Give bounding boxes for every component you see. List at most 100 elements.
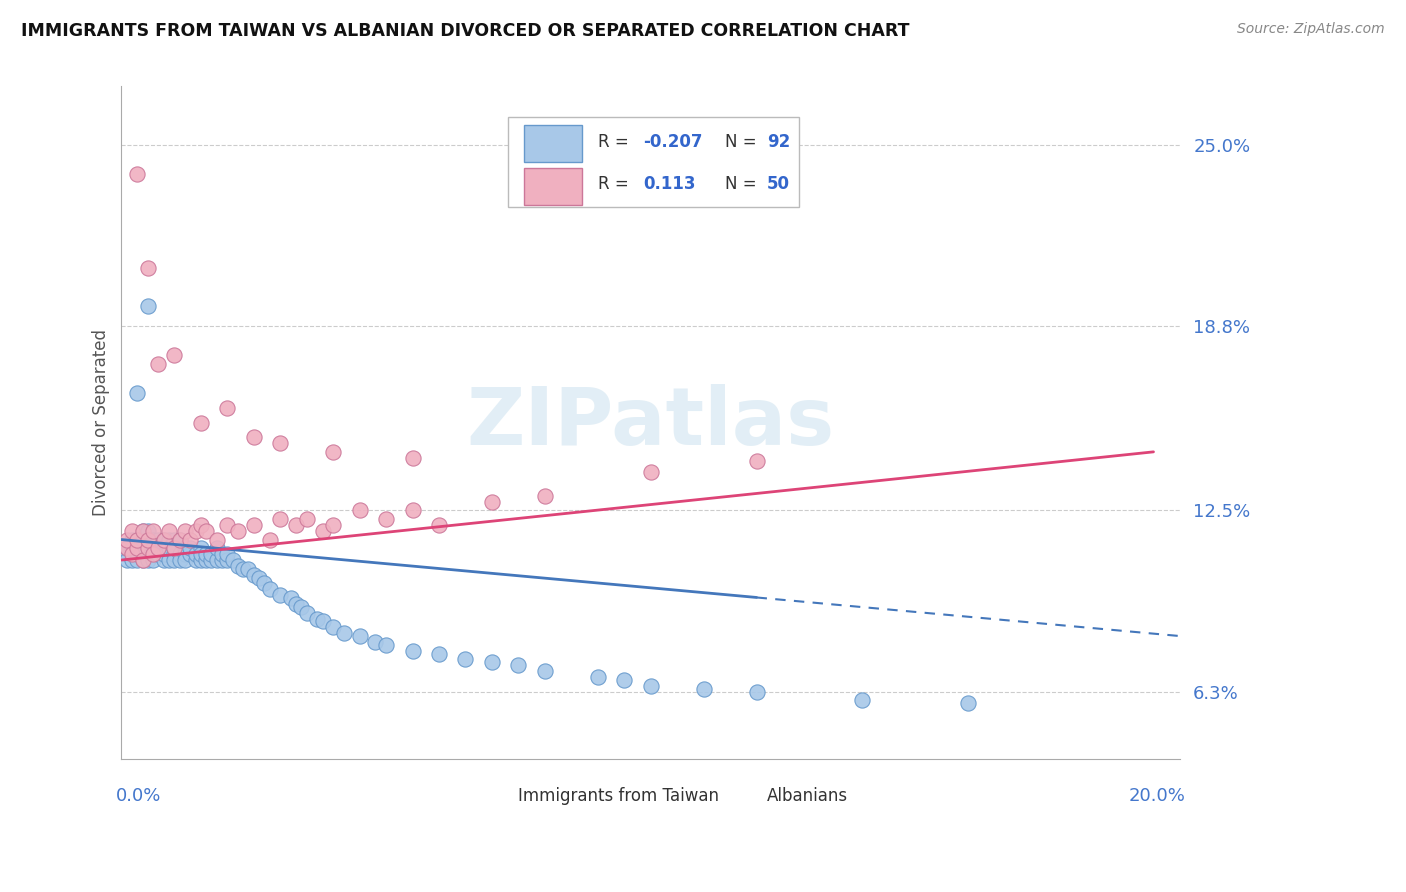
Point <box>136 547 159 561</box>
Point <box>640 679 662 693</box>
Point <box>322 445 344 459</box>
Point <box>242 518 264 533</box>
Point <box>184 524 207 538</box>
Text: R =: R = <box>598 133 634 151</box>
Point <box>217 518 239 533</box>
Point <box>174 547 197 561</box>
Point <box>217 553 239 567</box>
Text: -0.207: -0.207 <box>644 133 703 151</box>
Point <box>454 652 477 666</box>
Point <box>148 357 170 371</box>
Point <box>217 547 239 561</box>
Point <box>121 547 143 561</box>
Point <box>259 582 281 597</box>
Point <box>401 450 423 465</box>
Point <box>131 553 153 567</box>
Point <box>131 524 153 538</box>
Point <box>152 533 174 547</box>
Point <box>295 512 318 526</box>
Point <box>157 553 180 567</box>
Point <box>157 524 180 538</box>
Point <box>152 533 174 547</box>
FancyBboxPatch shape <box>523 168 582 204</box>
FancyBboxPatch shape <box>720 782 762 809</box>
Point <box>211 553 233 567</box>
Point <box>127 167 149 181</box>
Point <box>957 696 980 710</box>
Point <box>205 553 228 567</box>
Point <box>247 571 270 585</box>
Text: Source: ZipAtlas.com: Source: ZipAtlas.com <box>1237 22 1385 37</box>
Point <box>115 533 138 547</box>
Point <box>179 533 201 547</box>
Point <box>195 524 218 538</box>
Point <box>136 541 159 556</box>
Y-axis label: Divorced or Separated: Divorced or Separated <box>93 329 110 516</box>
Point <box>142 524 165 538</box>
Point <box>157 541 180 556</box>
Point <box>200 547 222 561</box>
Point <box>205 541 228 556</box>
Point <box>131 553 153 567</box>
FancyBboxPatch shape <box>523 125 582 161</box>
Point <box>427 647 450 661</box>
Point <box>152 553 174 567</box>
Point <box>745 453 768 467</box>
Point <box>148 541 170 556</box>
Point <box>375 512 398 526</box>
Text: N =: N = <box>725 176 762 194</box>
Point <box>349 503 371 517</box>
Point <box>127 533 149 547</box>
FancyBboxPatch shape <box>471 782 513 809</box>
Point <box>121 524 143 538</box>
Point <box>121 533 143 547</box>
Point <box>226 558 249 573</box>
Point <box>136 299 159 313</box>
Text: IMMIGRANTS FROM TAIWAN VS ALBANIAN DIVORCED OR SEPARATED CORRELATION CHART: IMMIGRANTS FROM TAIWAN VS ALBANIAN DIVOR… <box>21 22 910 40</box>
Point <box>157 533 180 547</box>
Point <box>259 533 281 547</box>
Point <box>253 576 276 591</box>
Point <box>190 547 212 561</box>
Point <box>174 541 197 556</box>
Point <box>613 673 636 687</box>
Point <box>534 489 557 503</box>
Point <box>136 533 159 547</box>
Point <box>242 567 264 582</box>
Point <box>136 524 159 538</box>
Point <box>534 664 557 678</box>
Point <box>142 541 165 556</box>
Point <box>427 518 450 533</box>
Point <box>152 541 174 556</box>
Point <box>195 553 218 567</box>
Point <box>163 541 186 556</box>
Point <box>285 597 308 611</box>
Text: 0.0%: 0.0% <box>117 787 162 805</box>
Point <box>169 547 191 561</box>
Point <box>290 599 312 614</box>
Point <box>285 518 308 533</box>
Point <box>692 681 714 696</box>
Point <box>481 656 503 670</box>
Point <box>148 541 170 556</box>
Point <box>148 547 170 561</box>
Point <box>184 547 207 561</box>
Text: 0.113: 0.113 <box>644 176 696 194</box>
Point <box>238 562 260 576</box>
Point <box>190 416 212 430</box>
Point <box>179 541 201 556</box>
Point <box>136 260 159 275</box>
Point <box>322 518 344 533</box>
Point <box>169 533 191 547</box>
Point <box>269 588 291 602</box>
Point <box>221 553 243 567</box>
Point <box>148 533 170 547</box>
Point <box>349 629 371 643</box>
Point <box>152 547 174 561</box>
Point <box>127 541 149 556</box>
Point <box>232 562 254 576</box>
Point <box>226 524 249 538</box>
Point <box>851 693 873 707</box>
Point <box>142 547 165 561</box>
Point <box>163 541 186 556</box>
